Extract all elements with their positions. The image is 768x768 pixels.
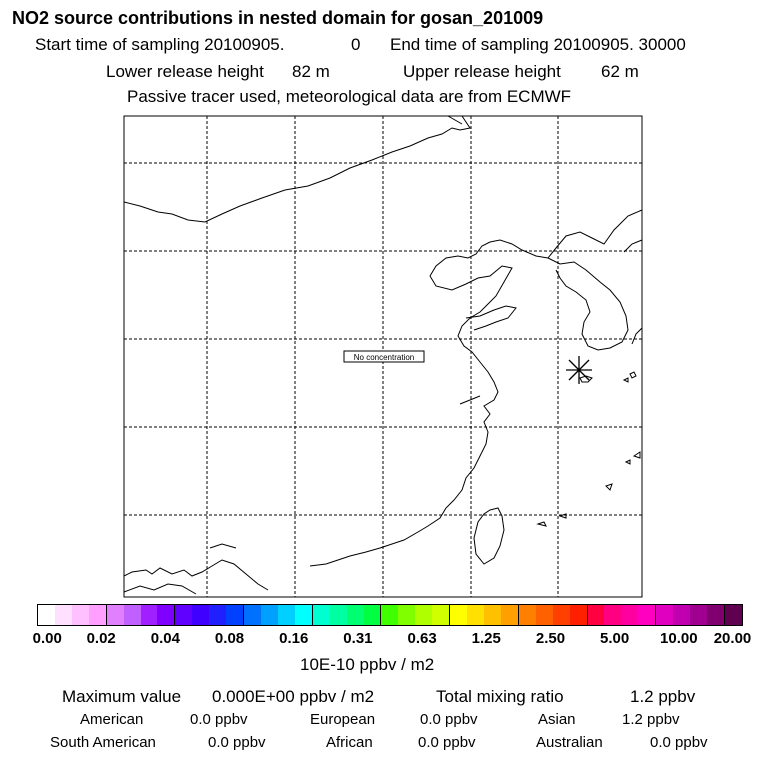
- colorbar-segment: [604, 605, 622, 625]
- colorbar-segment: [415, 605, 433, 625]
- colorbar-segment: [690, 605, 707, 625]
- region-value: 0.0 ppbv: [208, 734, 266, 751]
- colorbar-units: 10E-10 ppbv / m2: [300, 655, 435, 674]
- colorbar-segment: [38, 605, 55, 625]
- total-mixing-value: 1.2 ppbv: [630, 687, 696, 706]
- no-concentration-text: No concentration: [354, 353, 414, 362]
- colorbar-segment: [587, 605, 605, 625]
- colorbar-segment: [209, 605, 227, 625]
- colorbar-segment: [106, 605, 124, 625]
- region-name: South American: [50, 734, 156, 751]
- colorbar-tick-label: 2.50: [535, 630, 566, 647]
- map-title: NO2 source contributions in nested domai…: [12, 8, 544, 28]
- end-time-label: End time of sampling 20100905. 30000: [390, 35, 686, 54]
- colorbar-segment: [569, 605, 588, 625]
- colorbar-segment: [260, 605, 278, 625]
- region-name: European: [310, 711, 376, 728]
- region-value: 1.2 ppbv: [622, 711, 680, 728]
- colorbar-segment: [483, 605, 501, 625]
- colorbar-segment: [346, 605, 364, 625]
- colorbar-segment: [467, 605, 484, 625]
- region-name: American: [80, 711, 144, 728]
- colorbar-tick-label: 5.00: [600, 630, 630, 647]
- region-value: 0.0 ppbv: [650, 734, 708, 751]
- colorbar-tick-label: 0.08: [214, 630, 245, 647]
- start-time-label: Start time of sampling 20100905.: [35, 35, 285, 54]
- colorbar-segment: [450, 605, 468, 625]
- colorbar-segment: [175, 605, 193, 625]
- map-panel: No concentration: [123, 115, 643, 598]
- colorbar-segment: [518, 605, 536, 625]
- colorbar-segment: [71, 605, 89, 625]
- map-grid: [124, 116, 642, 597]
- colorbar-tick-label: 1.25: [471, 630, 501, 647]
- colorbar-segment: [656, 605, 674, 625]
- no-concentration-label: No concentration: [343, 350, 425, 363]
- colorbar-segment: [312, 605, 330, 625]
- colorbar-segment: [381, 605, 399, 625]
- lower-release-value: 82 m: [292, 62, 330, 81]
- colorbar-tick-label: 0.04: [150, 630, 180, 647]
- colorbar-segment: [432, 605, 451, 625]
- colorbar-segment: [54, 605, 72, 625]
- colorbar-tick-label: 10.00: [660, 630, 698, 647]
- colorbar-segment: [192, 605, 210, 625]
- region-value: 0.0 ppbv: [418, 734, 476, 751]
- colorbar-segment: [244, 605, 261, 625]
- colorbar-tick-label: 0.63: [407, 630, 437, 647]
- colorbar-tick-label: 0.00: [32, 630, 62, 647]
- map-frame: [123, 115, 643, 598]
- colorbar-segment: [398, 605, 416, 625]
- colorbar-segment: [724, 605, 742, 625]
- total-mixing-label: Total mixing ratio: [436, 687, 564, 706]
- upper-release-value: 62 m: [601, 62, 639, 81]
- upper-release-label: Upper release height: [403, 62, 561, 81]
- colorbar-tick-label: 20.00: [713, 630, 752, 647]
- colorbar-tick-label: 0.31: [343, 630, 373, 647]
- lower-release-label: Lower release height: [106, 62, 264, 81]
- region-value: 0.0 ppbv: [190, 711, 248, 728]
- region-name: Asian: [538, 711, 576, 728]
- region-name: African: [326, 734, 373, 751]
- colorbar: [37, 604, 743, 626]
- colorbar-segment: [621, 605, 639, 625]
- colorbar-segment: [673, 605, 691, 625]
- colorbar-tick-label: 0.16: [279, 630, 309, 647]
- colorbar-segment: [500, 605, 519, 625]
- max-value: 0.000E+00 ppbv / m2: [212, 687, 375, 706]
- coastlines: [123, 115, 643, 595]
- colorbar-segment: [535, 605, 553, 625]
- colorbar-segment: [277, 605, 295, 625]
- colorbar-segment: [294, 605, 313, 625]
- colorbar-segment: [226, 605, 245, 625]
- colorbar-segment: [123, 605, 141, 625]
- colorbar-segment: [363, 605, 382, 625]
- colorbar-segment: [140, 605, 158, 625]
- asterisk-receptor-icon: [566, 356, 592, 384]
- colorbar-segment: [552, 605, 570, 625]
- colorbar-tick-label: 0.02: [86, 630, 116, 647]
- max-value-label: Maximum value: [62, 687, 182, 706]
- colorbar-segment: [706, 605, 725, 625]
- colorbar-segment: [157, 605, 176, 625]
- region-value: 0.0 ppbv: [420, 711, 478, 728]
- tracer-note: Passive tracer used, meteorological data…: [127, 87, 572, 106]
- colorbar-segment: [638, 605, 657, 625]
- colorbar-segment: [88, 605, 107, 625]
- region-name: Australian: [536, 734, 603, 751]
- colorbar-segment: [329, 605, 347, 625]
- start-time-value: 0: [351, 35, 361, 54]
